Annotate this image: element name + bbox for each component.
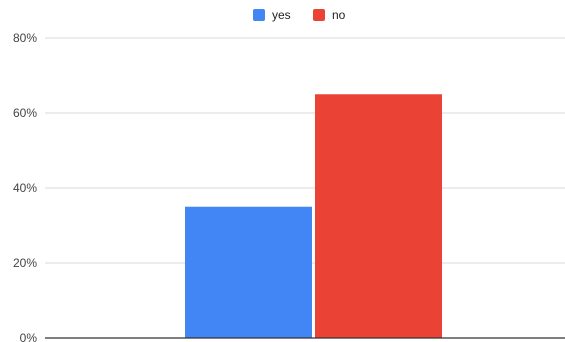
bar-yes[interactable] — [185, 206, 312, 338]
legend-label-no[interactable]: no — [332, 8, 346, 22]
y-tick-label: 20% — [13, 256, 37, 270]
bars — [185, 94, 442, 338]
legend-label-yes[interactable]: yes — [272, 8, 291, 22]
y-tick-label: 80% — [13, 31, 37, 45]
legend[interactable]: yes no — [253, 8, 346, 22]
legend-swatch-no — [313, 9, 325, 21]
y-tick-label: 40% — [13, 181, 37, 195]
legend-swatch-yes — [253, 9, 265, 21]
y-axis-tick-labels: 0% 20% 40% 60% 80% — [13, 31, 37, 342]
y-tick-label: 60% — [13, 106, 37, 120]
y-tick-label: 0% — [20, 331, 38, 342]
bar-no[interactable] — [315, 94, 442, 338]
